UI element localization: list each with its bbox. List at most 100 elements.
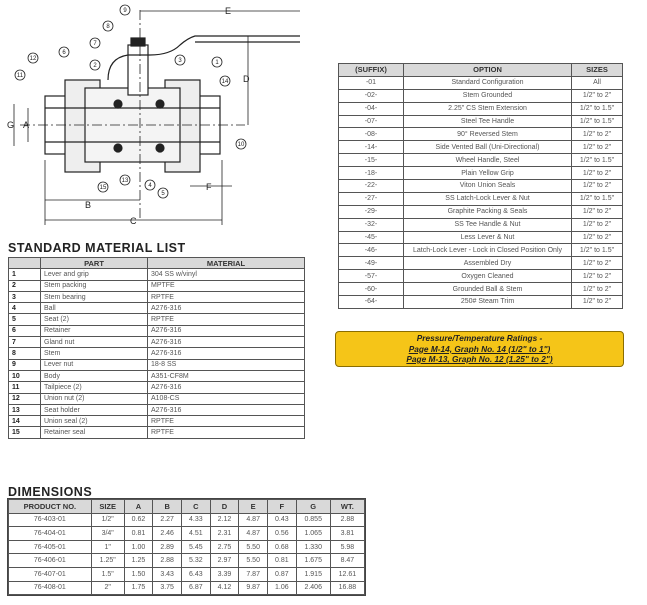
table-row: 76-405-01 1" 1.00 2.89 5.45 2.75 5.50 0.68 1.330… (8, 539, 366, 555)
dimension-cell: 7.87 (238, 566, 268, 582)
dimension-cell: 1.06 (267, 580, 297, 596)
dimension-cell: 3.81 (329, 526, 366, 541)
option-cell: Viton Union Seals (403, 179, 572, 193)
dimension-label-g: G (7, 120, 14, 130)
dimension-cell: 2.46 (152, 526, 182, 541)
svg-text:7: 7 (93, 41, 97, 47)
dimension-cell: 1.75 (123, 580, 154, 596)
sizes-cell: 1/2" to 1.5" (571, 114, 623, 129)
part-name-cell: Stem bearing (40, 290, 148, 304)
table-row: 76-406-01 1.25" 1.25 2.88 5.32 2.97 5.50 0.81 1.… (8, 553, 366, 568)
option-cell: SS Latch-Lock Lever & Nut (403, 191, 572, 206)
ratings-note-line: Pressure/Temperature Ratings - (416, 333, 543, 343)
dimension-label-c: C (130, 216, 137, 226)
dimension-cell: 2.88 (152, 553, 182, 568)
suffix-cell: -46- (338, 243, 404, 258)
dimension-cell: 1.330 (295, 539, 331, 555)
table-row: 4 Ball A276-316 (8, 302, 305, 315)
callout-12: 12 (27, 52, 39, 64)
dimension-cell: 5.50 (238, 539, 268, 555)
dimension-label-b: B (85, 200, 91, 210)
dimension-cell: 0.855 (295, 512, 331, 528)
dimension-cell: 5.50 (238, 553, 268, 568)
sizes-cell: 1/2" to 2" (571, 88, 623, 103)
sizes-cell: 1/2" to 2" (571, 256, 623, 271)
material-cell: A276-316 (147, 336, 305, 349)
table-header-row: PART MATERIAL (8, 256, 305, 270)
table-header-row: PRODUCT NO. SIZE A B C D E F G WT. (8, 499, 366, 514)
ratings-link-1-25-to-2[interactable]: Page M-13, Graph No. 12 (1.25" to 2") (406, 354, 553, 364)
table-row: -27- SS Latch-Lock Lever & Nut 1/2" to 1.5… (338, 191, 623, 206)
callout-2: 2 (89, 59, 101, 71)
option-cell: SS Tee Handle & Nut (403, 217, 572, 232)
callout-4: 4 (144, 179, 156, 191)
part-number-cell: 14 (8, 415, 41, 428)
part-number-cell: 4 (8, 302, 41, 315)
dimension-label-d: D (243, 74, 250, 84)
sizes-cell: 1/2" to 2" (571, 269, 623, 284)
part-number-cell: 5 (8, 313, 41, 326)
column-header: C (180, 499, 211, 514)
suffix-cell: -14- (338, 140, 404, 155)
suffix-cell: -49- (338, 256, 404, 271)
svg-text:10: 10 (238, 142, 245, 148)
option-cell: 2.25" CS Stem Extension (403, 101, 572, 116)
material-cell: RPTFE (147, 313, 305, 326)
dimension-cell: 1.50 (123, 566, 154, 582)
pressure-temperature-ratings-note: Pressure/Temperature Ratings - Page M-14… (335, 331, 624, 367)
table-row: -64- 250# Steam Trim 1/2" to 2" (338, 295, 623, 309)
callout-10: 10 (235, 138, 247, 150)
part-number-cell: 11 (8, 381, 41, 394)
table-row: 11 Tailpiece (2) A276-316 (8, 381, 305, 394)
column-header: F (267, 499, 297, 514)
part-name-cell: Retainer seal (40, 426, 148, 439)
table-row: -01 Standard Configuration All (338, 75, 623, 90)
table-row: 10 Body A351-CF8M (8, 369, 305, 383)
dimension-cell: 2.89 (152, 539, 182, 555)
material-list-table: PART MATERIAL 1 Lever and grip 304 SS w/vi… (8, 256, 305, 439)
ball-valve-cross-section-diagram: E D G A B C F 1 2 3 4 5 6 7 8 9 10 11 12… (7, 4, 300, 226)
dimension-label-f: F (206, 182, 212, 192)
sizes-cell: 1/2" to 1.5" (571, 191, 623, 206)
material-cell: A276-316 (147, 403, 305, 417)
suffix-cell: -07- (338, 114, 404, 129)
dimension-cell: 5.98 (329, 539, 366, 555)
dimension-cell: 5.45 (180, 539, 211, 555)
dimension-cell: 4.33 (180, 512, 211, 528)
material-cell: RPTFE (147, 426, 305, 439)
options-table: (SUFFIX) OPTION SIZES -01 Standard Config… (338, 63, 623, 309)
part-number-cell: 1 (8, 268, 41, 281)
ratings-link-1-2-to-1[interactable]: Page M-14, Graph No. 14 (1/2" to 1") (408, 343, 551, 354)
svg-text:1: 1 (215, 60, 219, 66)
material-cell: A276-316 (147, 324, 305, 338)
column-header: D (209, 499, 240, 514)
callout-9: 9 (119, 4, 131, 16)
part-name-cell: Seat (2) (40, 313, 148, 326)
suffix-cell: -64- (338, 295, 404, 309)
suffix-cell: -29- (338, 204, 404, 219)
material-cell: 18-8 SS (147, 358, 305, 371)
sizes-cell: 1/2" to 2" (571, 179, 623, 193)
part-number-cell: 7 (8, 336, 41, 349)
dimension-cell: 5.32 (180, 553, 211, 568)
table-row: -07- Steel Tee Handle 1/2" to 1.5" (338, 114, 623, 129)
part-name-cell: Lever and grip (40, 268, 148, 281)
part-name-cell: Seat holder (40, 403, 148, 417)
table-row: -60- Grounded Ball & Stem 1/2" to 2" (338, 282, 623, 297)
table-row: 6 Retainer A276-316 (8, 324, 305, 338)
suffix-cell: -45- (338, 230, 404, 245)
option-cell: Graphite Packing & Seals (403, 204, 572, 219)
column-header: PRODUCT NO. (8, 499, 92, 514)
sizes-cell: 1/2" to 1.5" (571, 243, 623, 258)
dimension-cell: 0.68 (267, 539, 297, 555)
svg-text:2: 2 (93, 63, 97, 69)
table-row: -57- Oxygen Cleaned 1/2" to 2" (338, 269, 623, 284)
table-row: -22- Viton Union Seals 1/2" to 2" (338, 179, 623, 193)
dimension-cell: 2.31 (209, 526, 240, 541)
column-header-option: OPTION (403, 63, 572, 77)
part-number-cell: 10 (8, 369, 41, 383)
dimension-cell: 2.75 (209, 539, 240, 555)
table-row: -29- Graphite Packing & Seals 1/2" to 2" (338, 204, 623, 219)
column-header: SIZE (90, 499, 125, 514)
dimension-cell: 1.065 (295, 526, 331, 541)
